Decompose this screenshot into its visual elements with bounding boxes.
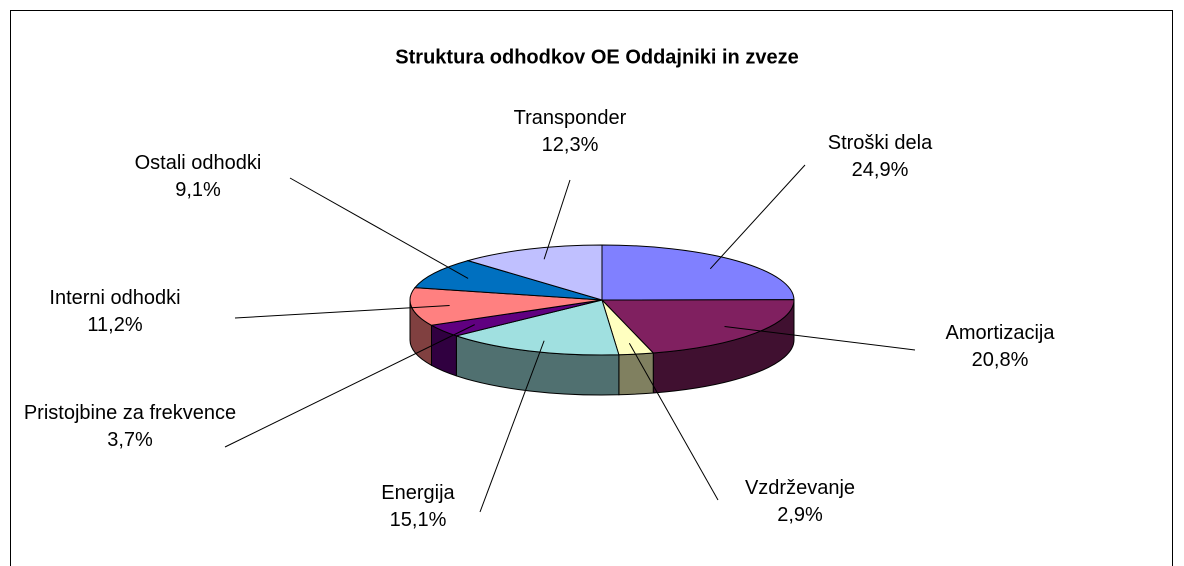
- category-label: Transponder: [513, 107, 627, 129]
- value-label: 15,1%: [389, 509, 447, 531]
- slice-label: Stroški dela 24,9%: [770, 130, 990, 184]
- leader-line: [289, 177, 469, 279]
- category-label: Interni odhodki: [49, 287, 181, 309]
- category-label: Amortizacija: [945, 322, 1055, 344]
- slice: [600, 299, 795, 354]
- leader-line: [628, 343, 719, 501]
- slice-label: Interni odhodki 11,2%: [5, 285, 225, 339]
- slice: [454, 299, 620, 356]
- value-label: 9,1%: [175, 179, 221, 201]
- slice-side: [618, 352, 654, 396]
- category-label: Energija: [381, 482, 455, 504]
- slice-label: Transponder 12,3%: [460, 105, 680, 159]
- slice: [601, 244, 795, 301]
- value-label: 24,9%: [851, 159, 909, 181]
- slice-label: Amortizacija 20,8%: [890, 320, 1110, 374]
- slice-label: Ostali odhodki 9,1%: [88, 150, 308, 204]
- leader-line: [224, 324, 475, 448]
- value-label: 3,7%: [107, 429, 153, 451]
- leader-line: [234, 305, 450, 319]
- category-label: Vzdrževanje: [744, 477, 856, 499]
- leader-line: [724, 326, 916, 351]
- slice: [466, 244, 603, 301]
- value-label: 11,2%: [87, 314, 143, 336]
- value-label: 12,3%: [541, 134, 599, 156]
- value-label: 2,9%: [777, 504, 823, 526]
- category-label: Stroški dela: [827, 132, 933, 154]
- leader-line: [709, 164, 806, 270]
- category-label: Ostali odhodki: [134, 152, 262, 174]
- slice: [413, 260, 603, 301]
- leader-line: [543, 179, 571, 260]
- category-label: Pristojbine za frekvence: [23, 402, 237, 424]
- slice-label: Energija 15,1%: [308, 480, 528, 534]
- slice-label: Pristojbine za frekvence 3,7%: [20, 400, 240, 454]
- leader-line: [479, 340, 545, 513]
- chart-title: Struktura odhodkov OE Oddajniki in zveze: [395, 46, 798, 68]
- value-label: 20,8%: [971, 349, 1029, 371]
- slice-label: Vzdrževanje 2,9%: [690, 475, 910, 529]
